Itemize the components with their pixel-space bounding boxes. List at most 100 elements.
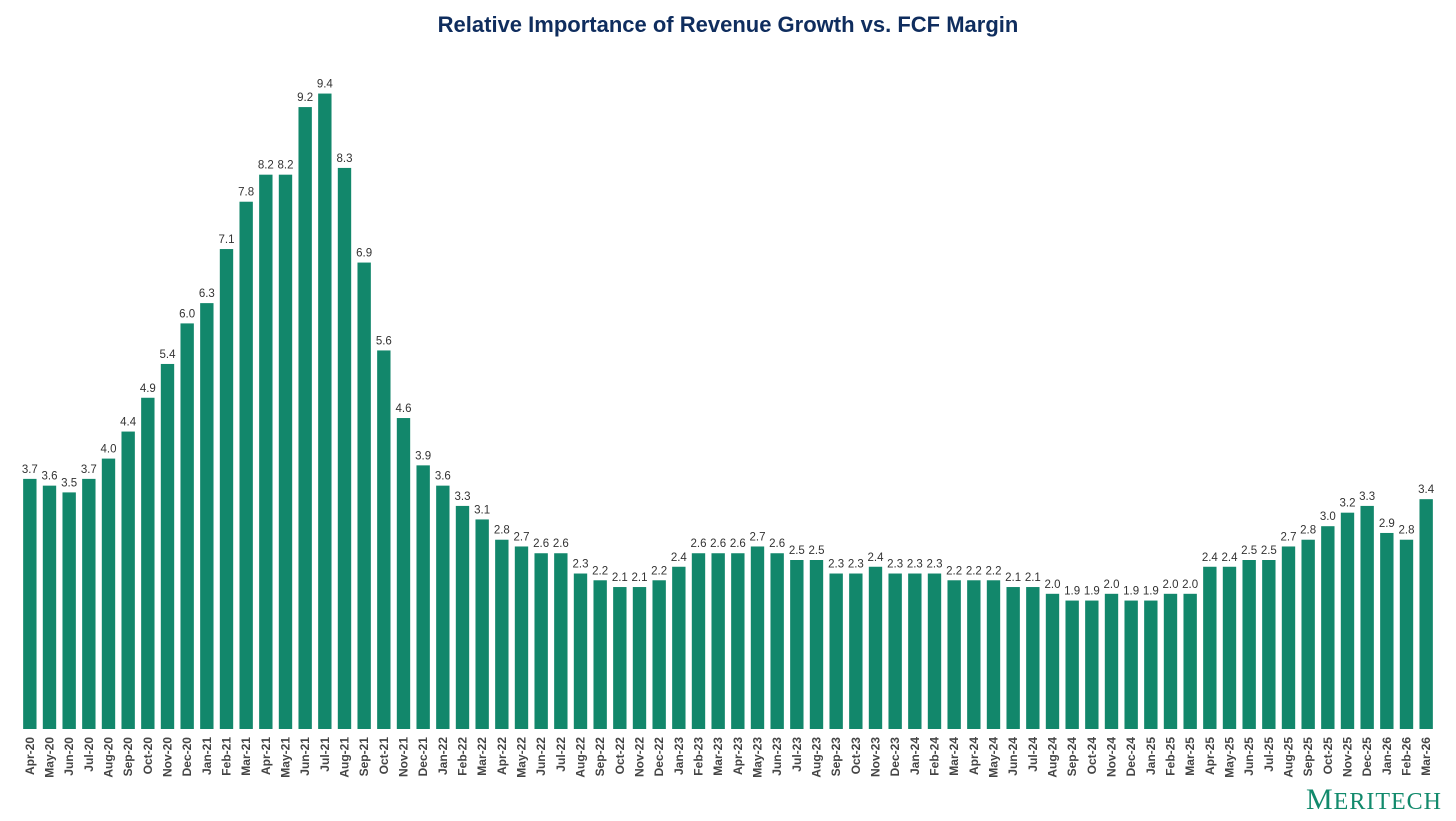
bar-May-22 [514,546,529,729]
x-tick-Aug-23: Aug-23 [810,737,824,778]
bar-Sep-22 [593,580,607,729]
bar-Aug-21 [337,167,352,730]
bar-Feb-22 [455,505,470,729]
data-label-Mar-22: 3.1 [474,504,490,516]
data-label-Feb-24: 2.3 [927,559,943,571]
data-label-Sep-21: 6.9 [356,248,372,260]
x-tick-Sep-25: Sep-25 [1301,737,1315,777]
data-label-Jul-23: 2.5 [789,545,805,557]
bar-Aug-23 [809,560,824,729]
data-label-Oct-20: 4.9 [140,383,156,395]
data-label-Mar-25: 2.0 [1182,579,1198,591]
bar-Aug-20 [101,458,116,729]
data-label-Nov-22: 2.1 [632,572,648,584]
bar-Mar-22 [475,519,489,729]
x-tick-Jun-20: Jun-20 [62,737,76,776]
data-label-Jul-22: 2.6 [553,538,569,550]
x-tick-Oct-20: Oct-20 [141,737,155,775]
data-label-Sep-20: 4.4 [120,417,137,429]
x-tick-May-24: May-24 [987,737,1001,778]
x-tick-Mar-24: Mar-24 [947,737,961,776]
bar-Jul-20 [82,478,96,729]
bar-Jun-22 [534,553,548,729]
x-tick-Oct-25: Oct-25 [1321,737,1335,775]
bar-Feb-21 [219,249,234,730]
bar-Jun-21 [298,107,312,729]
x-tick-Feb-23: Feb-23 [692,737,706,776]
x-tick-Jan-23: Jan-23 [672,737,686,775]
bar-Oct-25 [1321,526,1335,729]
data-label-Sep-25: 2.8 [1300,525,1316,537]
data-label-Jan-24: 2.3 [907,559,923,571]
data-label-Dec-23: 2.3 [887,559,903,571]
x-tick-Jun-23: Jun-23 [770,737,784,776]
x-tick-Aug-22: Aug-22 [574,737,588,778]
bar-Jan-24 [908,573,922,729]
x-tick-Apr-20: Apr-20 [23,737,37,775]
x-tick-Aug-21: Aug-21 [338,737,352,778]
data-label-Oct-23: 2.3 [848,559,864,571]
data-label-Aug-20: 4.0 [101,444,117,456]
meritech-logo: MERITECH [1306,783,1442,817]
x-tick-Oct-22: Oct-22 [613,737,627,775]
x-tick-Nov-22: Nov-22 [633,737,647,777]
x-tick-Jun-25: Jun-25 [1242,737,1256,776]
data-label-Apr-20: 3.7 [22,464,38,476]
x-tick-Aug-25: Aug-25 [1282,737,1296,778]
x-tick-Oct-23: Oct-23 [849,737,863,775]
bar-Jan-21 [200,303,214,729]
x-tick-Mar-23: Mar-23 [711,737,725,776]
x-tick-Nov-24: Nov-24 [1105,737,1119,777]
x-tick-Apr-22: Apr-22 [495,737,509,775]
bar-Dec-20 [180,323,194,729]
bar-Feb-25 [1163,593,1178,729]
x-tick-Dec-25: Dec-25 [1360,737,1374,777]
bar-Jun-20 [62,492,76,729]
data-label-Oct-24: 1.9 [1084,586,1100,598]
data-label-Mar-26: 3.4 [1418,484,1435,496]
x-tick-Jun-21: Jun-21 [298,737,312,776]
data-label-Aug-25: 2.7 [1281,531,1297,543]
data-label-Jun-23: 2.6 [769,538,785,550]
data-label-May-22: 2.7 [514,531,530,543]
data-label-Jan-25: 1.9 [1143,586,1159,598]
data-label-Nov-24: 2.0 [1104,579,1120,591]
bar-Oct-24 [1085,600,1099,729]
x-tick-Jan-22: Jan-22 [436,737,450,775]
x-tick-Sep-24: Sep-24 [1065,737,1079,777]
data-label-Mar-21: 7.8 [238,187,254,199]
bar-Dec-22 [652,580,666,729]
data-label-Dec-20: 6.0 [179,308,195,320]
data-label-Feb-25: 2.0 [1163,579,1179,591]
x-tick-Jul-25: Jul-25 [1262,737,1276,772]
bar-Apr-22 [495,539,509,729]
x-tick-Dec-21: Dec-21 [416,737,430,777]
data-label-Dec-24: 1.9 [1123,586,1139,598]
bar-Jan-25 [1144,600,1158,729]
data-label-Oct-21: 5.6 [376,335,392,347]
data-label-Dec-21: 3.9 [415,450,431,462]
data-label-Jun-22: 2.6 [533,538,549,550]
bar-Jun-25 [1242,560,1256,729]
value-labels-group: 3.73.63.53.74.04.44.95.46.06.37.17.88.2 8… [22,79,1435,598]
x-tick-Jun-22: Jun-22 [534,737,548,776]
x-tick-Dec-24: Dec-24 [1124,737,1138,777]
bar-Jan-23 [672,566,686,729]
data-label-Aug-22: 2.3 [573,559,589,571]
bar-Jul-25 [1262,560,1276,729]
bar-Jul-23 [790,560,804,729]
x-tick-Apr-25: Apr-25 [1203,737,1217,775]
x-tick-Sep-20: Sep-20 [121,737,135,777]
bar-Sep-20 [121,431,135,729]
data-label-Jul-21: 9.4 [317,79,334,91]
x-tick-May-20: May-20 [43,737,57,778]
bar-Feb-23 [691,553,706,729]
bar-Dec-21 [416,465,430,729]
x-tick-May-25: May-25 [1223,737,1237,778]
bar-Jul-22 [554,553,568,729]
data-label-Dec-25: 3.3 [1359,491,1375,503]
bar-Nov-24 [1104,593,1119,729]
data-label-Sep-23: 2.3 [828,559,844,571]
x-tick-Apr-23: Apr-23 [731,737,745,775]
